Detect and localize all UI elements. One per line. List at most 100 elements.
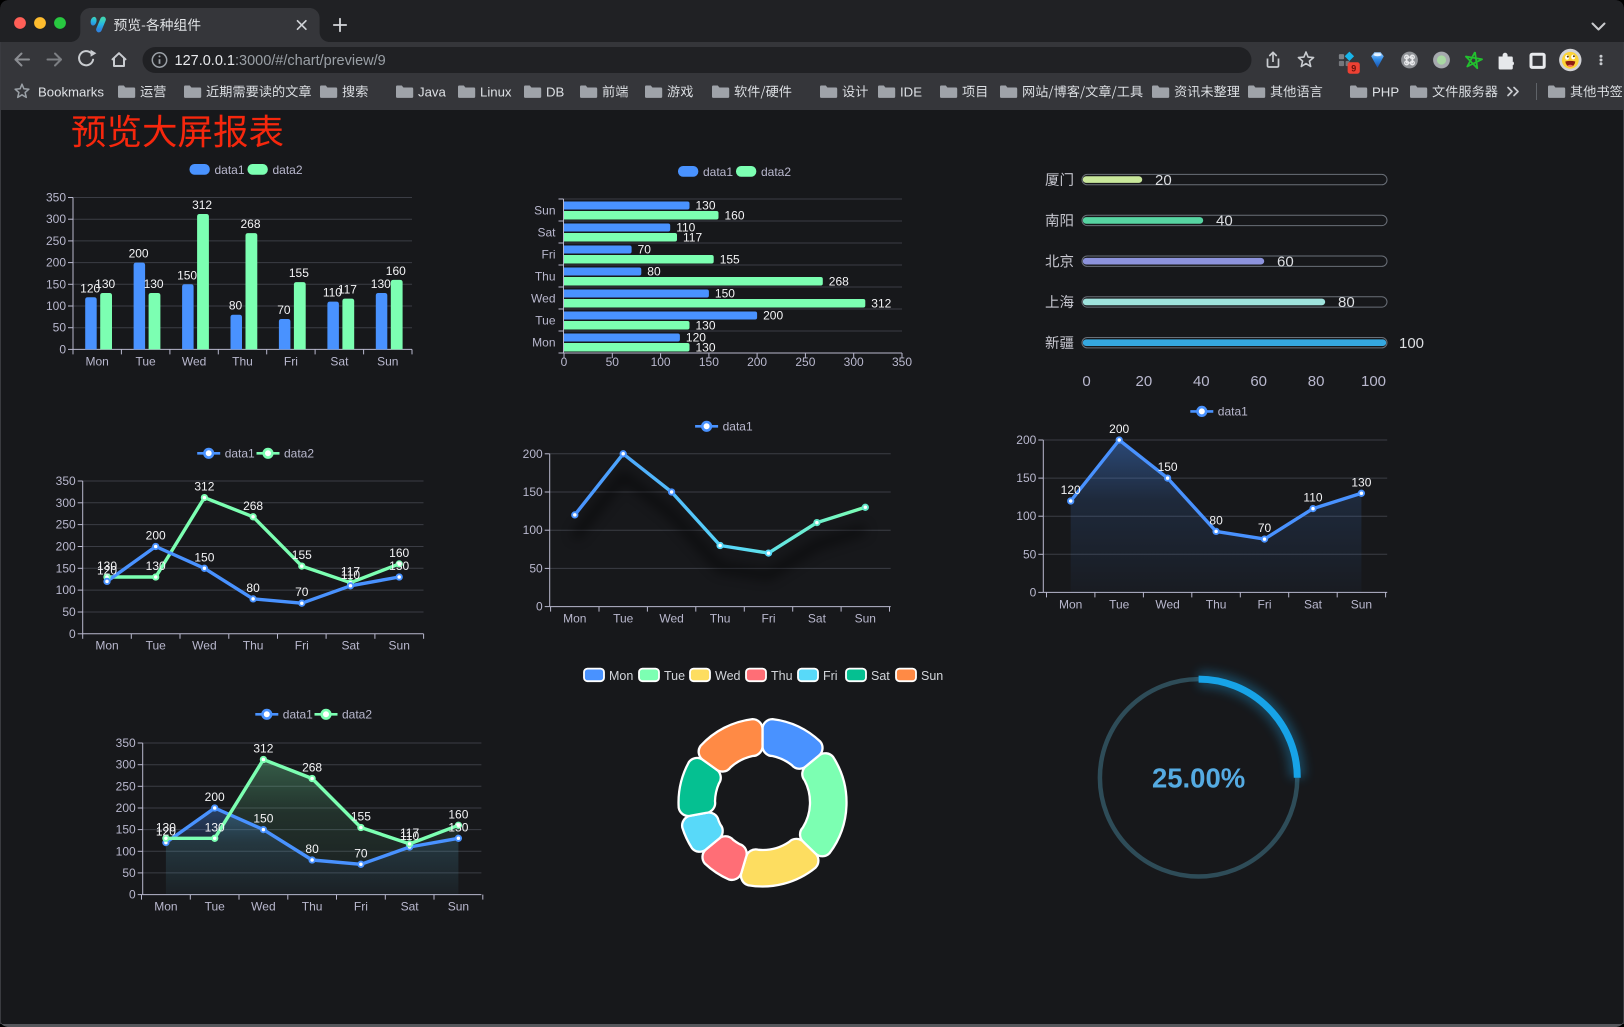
- svg-text:Bookmarks: Bookmarks: [38, 85, 104, 100]
- svg-text:117: 117: [341, 565, 360, 579]
- svg-text:100: 100: [46, 299, 66, 313]
- svg-text:Thu: Thu: [232, 354, 253, 368]
- svg-text:100: 100: [116, 844, 136, 858]
- svg-text:data2: data2: [342, 708, 372, 722]
- svg-text:50: 50: [122, 866, 136, 880]
- svg-text:200: 200: [56, 540, 76, 554]
- svg-text:Sat: Sat: [1304, 597, 1323, 611]
- svg-text:Sat: Sat: [537, 225, 556, 239]
- svg-text:Mon: Mon: [609, 669, 633, 683]
- svg-text:130: 130: [95, 277, 115, 291]
- svg-text:Sat: Sat: [330, 354, 349, 368]
- svg-text:100: 100: [651, 355, 671, 369]
- svg-text:120: 120: [80, 281, 100, 295]
- svg-text:40: 40: [1216, 213, 1233, 230]
- svg-text:150: 150: [523, 485, 543, 499]
- svg-text:350: 350: [46, 191, 66, 205]
- svg-text:130: 130: [156, 820, 176, 834]
- svg-text:80: 80: [229, 299, 243, 313]
- svg-text:312: 312: [194, 480, 214, 494]
- svg-text:Fri: Fri: [823, 669, 838, 683]
- svg-text:120: 120: [97, 563, 117, 577]
- svg-text:80: 80: [305, 842, 319, 856]
- svg-text:155: 155: [292, 548, 312, 562]
- svg-text:150: 150: [56, 561, 76, 575]
- svg-text:data2: data2: [284, 447, 314, 461]
- svg-text:Thu: Thu: [535, 269, 556, 283]
- svg-text:PHP: PHP: [1372, 85, 1399, 100]
- svg-text:130: 130: [205, 820, 225, 834]
- svg-text:120: 120: [1061, 483, 1081, 497]
- svg-text:Tue: Tue: [135, 354, 156, 368]
- svg-text:9: 9: [1351, 63, 1356, 73]
- svg-text:130: 130: [146, 559, 166, 573]
- svg-text:Fri: Fri: [1258, 597, 1272, 611]
- svg-text:150: 150: [116, 823, 136, 837]
- svg-text:50: 50: [529, 561, 543, 575]
- svg-text:160: 160: [389, 546, 409, 560]
- svg-text:200: 200: [1109, 422, 1129, 436]
- svg-text:155: 155: [351, 810, 371, 824]
- svg-text:Thu: Thu: [243, 639, 264, 653]
- svg-text:350: 350: [56, 474, 76, 488]
- svg-text:Wed: Wed: [659, 612, 683, 626]
- svg-text:120: 120: [156, 825, 176, 839]
- svg-text:Wed: Wed: [251, 900, 275, 914]
- svg-text:200: 200: [205, 790, 225, 804]
- svg-text:Sun: Sun: [534, 203, 555, 217]
- svg-text:0: 0: [536, 600, 543, 614]
- svg-text:130: 130: [97, 559, 117, 573]
- svg-text:data2: data2: [761, 165, 791, 179]
- svg-text:0: 0: [129, 888, 136, 902]
- svg-text:Sat: Sat: [871, 669, 890, 683]
- svg-text:130: 130: [696, 318, 716, 332]
- svg-text:Sun: Sun: [855, 612, 876, 626]
- svg-text:20: 20: [1136, 373, 1153, 390]
- svg-text:70: 70: [638, 243, 652, 257]
- svg-text:130: 130: [371, 277, 391, 291]
- svg-text:Sun: Sun: [377, 354, 398, 368]
- svg-text:50: 50: [1023, 547, 1037, 561]
- svg-text:100: 100: [56, 583, 76, 597]
- svg-text:350: 350: [116, 736, 136, 750]
- svg-text:100: 100: [1399, 335, 1424, 352]
- svg-text:25.00%: 25.00%: [1152, 763, 1245, 794]
- svg-text:60: 60: [1250, 373, 1267, 390]
- svg-text:Linux: Linux: [480, 85, 512, 100]
- svg-text:Java: Java: [418, 85, 447, 100]
- svg-text:Sun: Sun: [448, 900, 469, 914]
- svg-text:Thu: Thu: [710, 612, 731, 626]
- svg-text:150: 150: [1016, 471, 1036, 485]
- svg-text:150: 150: [46, 277, 66, 291]
- svg-text:150: 150: [194, 550, 214, 564]
- svg-text:0: 0: [69, 627, 76, 641]
- svg-text:100: 100: [1016, 509, 1036, 523]
- svg-text:Wed: Wed: [192, 639, 216, 653]
- svg-text:Mon: Mon: [1059, 597, 1082, 611]
- svg-text:Mon: Mon: [154, 900, 177, 914]
- svg-text:IDE: IDE: [900, 85, 922, 100]
- svg-text:data1: data1: [225, 447, 255, 461]
- svg-text:Tue: Tue: [1109, 597, 1130, 611]
- svg-text:Wed: Wed: [182, 354, 206, 368]
- svg-text:Tue: Tue: [535, 313, 556, 327]
- svg-text:268: 268: [240, 217, 260, 231]
- svg-text:80: 80: [647, 265, 661, 279]
- svg-text:70: 70: [354, 846, 368, 860]
- svg-text:117: 117: [338, 283, 357, 297]
- svg-text:0: 0: [1030, 585, 1037, 599]
- svg-text:data1: data1: [283, 708, 313, 722]
- svg-text:300: 300: [844, 355, 864, 369]
- svg-text:312: 312: [253, 742, 273, 756]
- svg-text:110: 110: [1303, 491, 1322, 505]
- svg-text:data1: data1: [703, 165, 733, 179]
- svg-text:130: 130: [696, 199, 716, 213]
- svg-text:Fri: Fri: [542, 247, 556, 261]
- svg-text:Wed: Wed: [715, 669, 741, 683]
- svg-text:Sun: Sun: [1351, 597, 1372, 611]
- svg-text:Fri: Fri: [762, 612, 776, 626]
- svg-text:70: 70: [1258, 521, 1272, 535]
- svg-text:80: 80: [1209, 513, 1223, 527]
- svg-text:50: 50: [606, 355, 620, 369]
- svg-text:200: 200: [46, 256, 66, 270]
